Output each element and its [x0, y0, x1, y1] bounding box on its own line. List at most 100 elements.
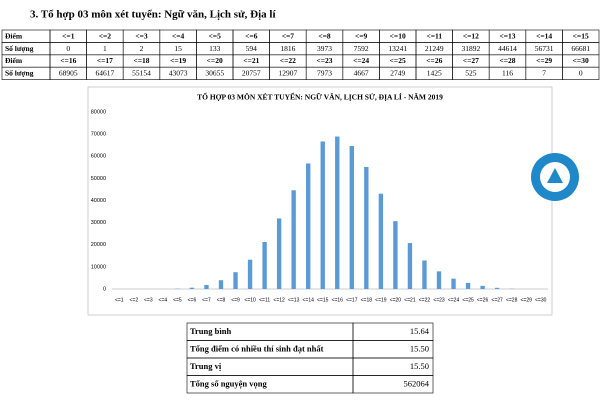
- score-cell: <=10: [390, 31, 406, 40]
- x-tick-label: <=3: [144, 297, 153, 303]
- summary-label: Tổng điểm có nhiều thí sinh đạt nhất: [190, 344, 324, 354]
- x-tick-label: <=19: [375, 297, 387, 303]
- score-cell: <=21: [243, 56, 259, 65]
- score-cell: <=4: [172, 31, 185, 40]
- x-tick-label: <=1: [115, 297, 124, 303]
- count-cell: 3973: [317, 44, 332, 53]
- x-tick-label: <=6: [188, 297, 197, 303]
- bar: [465, 282, 471, 289]
- x-tick-label: <=15: [317, 297, 329, 303]
- x-tick-label: <=18: [361, 297, 373, 303]
- table-cell: [562, 66, 600, 80]
- y-tick-label: 0: [103, 286, 106, 292]
- count-cell: 2749: [390, 69, 405, 78]
- x-tick-label: <=9: [231, 297, 240, 303]
- score-cell: <=29: [536, 56, 552, 65]
- table-cell: [352, 375, 434, 394]
- bar: [349, 146, 354, 289]
- score-cell: <=12: [463, 31, 479, 40]
- bar: [247, 259, 253, 289]
- bar: [451, 278, 456, 289]
- score-cell: <=9: [355, 31, 368, 40]
- score-cell: <=1: [62, 31, 75, 40]
- summary-value: 15.50: [410, 344, 429, 354]
- chart-frame: [87, 86, 553, 316]
- summary-label: Trung bình: [190, 326, 231, 336]
- x-tick-label: <=2: [129, 297, 138, 303]
- bar: [494, 287, 500, 289]
- x-tick-label: <=13: [288, 297, 300, 303]
- count-cell: 1425: [427, 69, 442, 78]
- heading: 3. Tổ hợp 03 môn xét tuyển: Ngữ văn, Lịc…: [30, 9, 276, 21]
- score-cell: <=19: [170, 56, 186, 65]
- y-tick-label: 40000: [91, 198, 106, 204]
- bar: [291, 190, 296, 289]
- count-cell: 1: [103, 44, 107, 53]
- score-cell: <=8: [318, 31, 331, 40]
- x-tick-label: <=24: [448, 297, 460, 303]
- bar: [335, 136, 340, 289]
- count-cell: 594: [246, 44, 258, 53]
- summary-value: 15.64: [410, 326, 430, 336]
- x-tick-label: <=25: [462, 297, 474, 303]
- count-cell: 525: [465, 69, 477, 78]
- count-cell: 20757: [242, 69, 261, 78]
- count-cell: 56731: [535, 44, 554, 53]
- y-tick-label: 20000: [91, 242, 106, 248]
- score-cell: <=7: [282, 31, 295, 40]
- y-tick-label: 10000: [91, 264, 106, 270]
- bar: [233, 272, 238, 289]
- bar: [407, 243, 413, 289]
- score-cell: <=11: [426, 31, 442, 40]
- score-cell: <=13: [499, 31, 515, 40]
- count-cell: 13241: [388, 44, 407, 53]
- bar: [306, 163, 311, 289]
- x-tick-label: <=5: [173, 297, 182, 303]
- university-logo: [531, 153, 579, 201]
- bar: [276, 218, 282, 289]
- bar: [320, 141, 325, 289]
- summary-label: Trung vị: [190, 361, 222, 371]
- score-cell: <=26: [426, 56, 442, 65]
- count-cell: 30655: [205, 69, 224, 78]
- x-tick-label: <=10: [244, 297, 256, 303]
- count-cell: 2: [140, 44, 144, 53]
- count-cell: 64617: [96, 69, 115, 78]
- x-tick-label: <=20: [390, 297, 402, 303]
- x-tick-label: <=21: [404, 297, 416, 303]
- score-cell: <=6: [245, 31, 258, 40]
- count-cell: 7: [542, 69, 546, 78]
- x-tick-label: <=17: [346, 297, 358, 303]
- count-cell: 68905: [59, 69, 78, 78]
- bar: [204, 284, 209, 289]
- row-label: Số lượng: [5, 44, 34, 53]
- score-cell: <=15: [573, 31, 589, 40]
- count-cell: 44614: [498, 44, 517, 53]
- bar: [364, 166, 369, 289]
- score-cell: <=20: [207, 56, 223, 65]
- score-cell: <=14: [536, 31, 552, 40]
- count-cell: 0: [579, 69, 583, 78]
- count-cell: 4667: [354, 69, 369, 78]
- y-tick-label: 50000: [91, 176, 106, 182]
- row-label: Điểm: [5, 31, 23, 40]
- x-tick-label: <=4: [159, 297, 168, 303]
- bar: [422, 260, 427, 289]
- score-cell: <=18: [133, 56, 149, 65]
- summary-value: 15.50: [410, 361, 429, 371]
- x-tick-label: <=23: [433, 297, 445, 303]
- bar: [393, 221, 398, 289]
- chart-title: TỔ HỢP 03 MÔN XÉT TUYỂN: NGỮ VĂN, LỊCH S…: [197, 92, 443, 102]
- score-cell: <=3: [135, 31, 148, 40]
- bar: [378, 193, 384, 289]
- y-tick-label: 70000: [91, 132, 106, 138]
- x-tick-label: <=29: [520, 297, 532, 303]
- x-tick-label: <=27: [491, 297, 503, 303]
- bar: [189, 287, 195, 289]
- score-cell: <=5: [209, 31, 222, 40]
- x-tick-label: <=11: [259, 297, 270, 303]
- score-cell: <=24: [353, 56, 369, 65]
- y-tick-label: 30000: [91, 220, 106, 226]
- x-tick-label: <=30: [535, 297, 547, 303]
